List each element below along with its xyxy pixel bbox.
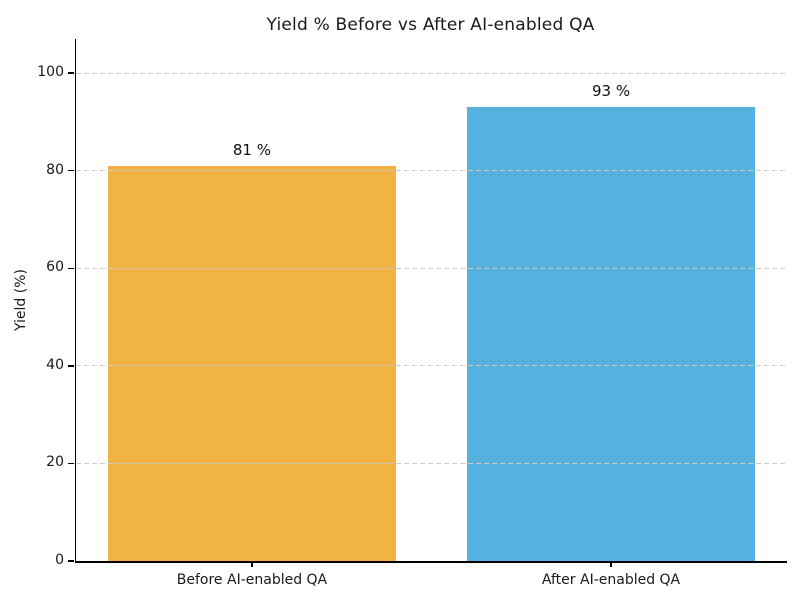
gridline-40: [76, 365, 787, 367]
y-tick-label-80: 80: [46, 161, 64, 178]
chart-title: Yield % Before vs After AI-enabled QA: [266, 15, 595, 35]
y-tick-mark-60: [67, 267, 74, 270]
y-tick-label-40: 40: [46, 356, 64, 373]
x-tick-label-0: Before AI-enabled QA: [176, 572, 328, 588]
x-tick-mark-1: [610, 561, 612, 567]
y-tick-mark-20: [67, 462, 74, 465]
gridline-80: [76, 170, 787, 172]
bar-value-label-1: 93 %: [591, 82, 631, 101]
y-tick-mark-100: [67, 72, 74, 74]
y-tick-label-60: 60: [46, 259, 64, 276]
gridline-100: [76, 72, 787, 74]
gridline-60: [76, 267, 787, 269]
bar-value-label-0: 81 %: [232, 140, 271, 159]
x-tick-label-1: After AI-enabled QA: [541, 572, 681, 588]
plot-area: 0 20 40 60 80 100 81 % 93 % Before AI-enabled QA…: [37, 39, 787, 588]
y-tick-mark-80: [67, 169, 74, 172]
y-axis-label: Yield (%): [13, 268, 29, 332]
y-tick-label-20: 20: [46, 454, 64, 471]
bar-1: [467, 107, 755, 561]
x-tick-mark-0: [251, 561, 253, 567]
y-tick-label-100: 100: [37, 64, 64, 81]
y-tick-label-0: 0: [55, 552, 64, 568]
y-tick-mark-40: [67, 365, 74, 367]
gridline-20: [76, 462, 787, 464]
bar-0: [108, 165, 396, 561]
y-tick-mark-0: [67, 560, 74, 562]
